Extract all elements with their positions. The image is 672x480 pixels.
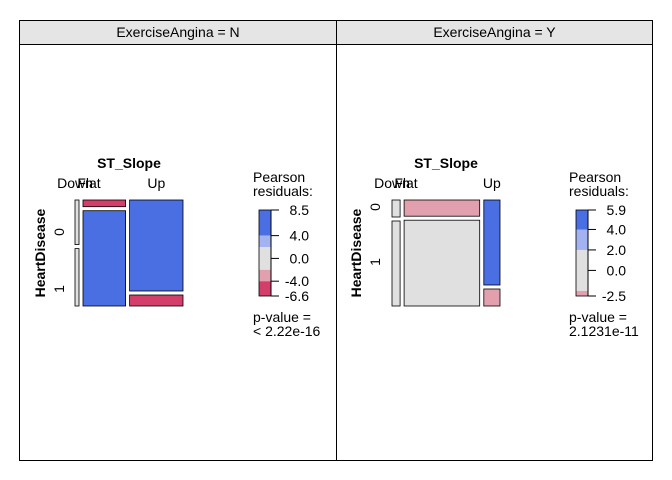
mosaic-tile-p1-r1-c1 [403, 219, 481, 307]
col-level-label-p1-2: Up [483, 175, 501, 191]
mosaic-tile-p0-r0-c0 [74, 199, 80, 245]
legend-title-p1-0: Pearson [569, 169, 621, 185]
p-value-p0: < 2.22e-16 [253, 323, 321, 339]
col-level-label-p0-0: Down [57, 175, 93, 191]
mosaic-tile-p1-r0-c1 [403, 199, 481, 217]
row-level-label-p0-1: 1 [51, 285, 67, 293]
row-level-label-p1-1: 1 [367, 258, 383, 266]
mosaic-tile-p0-r1-c1 [82, 210, 126, 307]
mosaic-tile-p1-r0-c0 [391, 199, 401, 218]
legend-tick-label-p1-0: 5.9 [607, 202, 627, 218]
legend-tick-label-p0-4: -6.6 [285, 288, 309, 304]
p-value-label-p0: p-value = [253, 309, 311, 325]
row-level-label-p1-0: 0 [367, 203, 383, 211]
legend-tick-label-p1-3: 0.0 [607, 262, 627, 278]
legend-band-p0-0 [259, 210, 271, 236]
legend-title-p0-1: residuals: [253, 183, 313, 199]
row-variable-label-p0: HeartDisease [32, 208, 48, 297]
panel-left-strip: ExerciseAngina = N [20, 21, 336, 45]
legend-tick-label-p0-3: -4.0 [285, 273, 309, 289]
legend-tick-label-p1-4: -2.5 [602, 288, 626, 304]
row-variable-label-p1: HeartDisease [348, 208, 364, 297]
col-variable-label-p1: ST_Slope [414, 155, 478, 171]
panel-right-frame: ExerciseAngina = Y [336, 20, 653, 461]
legend-title-p0-0: Pearson [253, 169, 305, 185]
col-level-label-p0-1: Flat [77, 175, 100, 191]
legend-band-p1-2 [576, 249, 588, 291]
mosaic-tile-p0-r0-c1 [82, 199, 126, 208]
legend-band-p0-1 [259, 235, 271, 247]
legend-title-p1-1: residuals: [569, 183, 629, 199]
legend-tick-label-p1-1: 4.0 [607, 221, 627, 237]
col-level-label-p0-2: Up [147, 175, 165, 191]
mosaic-tile-p0-r1-c0 [74, 248, 80, 307]
legend-band-p0-3 [259, 269, 271, 282]
col-level-label-p1-1: Flat [394, 175, 417, 191]
col-variable-label-p0: ST_Slope [97, 155, 161, 171]
p-value-p1: 2.1231e-11 [569, 323, 639, 339]
p-value-label-p1: p-value = [569, 309, 627, 325]
panel-left-frame: ExerciseAngina = N [19, 20, 337, 461]
legend-tick-label-p0-2: 0.0 [290, 250, 310, 266]
legend-tick-label-p0-0: 8.5 [290, 202, 310, 218]
panel-right-strip: ExerciseAngina = Y [337, 21, 652, 45]
legend-band-p1-3 [576, 290, 588, 296]
mosaic-tile-p0-r1-c2 [129, 294, 184, 307]
mosaic-tile-p1-r1-c2 [483, 288, 501, 307]
mosaic-tile-p1-r1-c0 [391, 220, 401, 307]
row-level-label-p0-0: 0 [51, 228, 67, 236]
legend-tick-label-p0-1: 4.0 [290, 228, 310, 244]
mosaic-tile-p0-r0-c2 [129, 199, 184, 292]
legend-band-p1-0 [576, 210, 588, 230]
col-level-label-p1-0: Down [374, 175, 410, 191]
legend-tick-label-p1-2: 2.0 [607, 242, 627, 258]
legend-band-p0-2 [259, 247, 271, 270]
legend-band-p1-1 [576, 229, 588, 250]
legend-band-p0-4 [259, 281, 271, 296]
mosaic-tile-p1-r0-c2 [483, 199, 501, 286]
